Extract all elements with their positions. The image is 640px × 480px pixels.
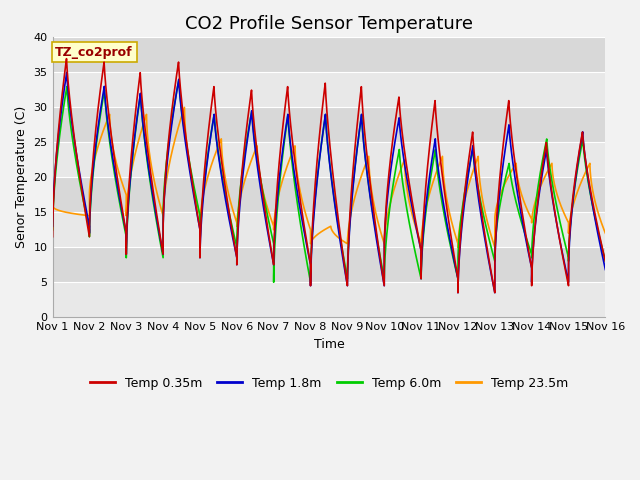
Legend: Temp 0.35m, Temp 1.8m, Temp 6.0m, Temp 23.5m: Temp 0.35m, Temp 1.8m, Temp 6.0m, Temp 2… [84,372,573,395]
Title: CO2 Profile Sensor Temperature: CO2 Profile Sensor Temperature [185,15,473,33]
X-axis label: Time: Time [314,337,344,350]
Text: TZ_co2prof: TZ_co2prof [55,46,133,59]
Bar [52,247,605,282]
Bar [52,37,605,72]
Bar [52,177,605,212]
Y-axis label: Senor Temperature (C): Senor Temperature (C) [15,106,28,248]
Bar [52,72,605,108]
Bar [52,108,605,142]
Bar [52,142,605,177]
Bar [52,282,605,317]
Bar [52,212,605,247]
